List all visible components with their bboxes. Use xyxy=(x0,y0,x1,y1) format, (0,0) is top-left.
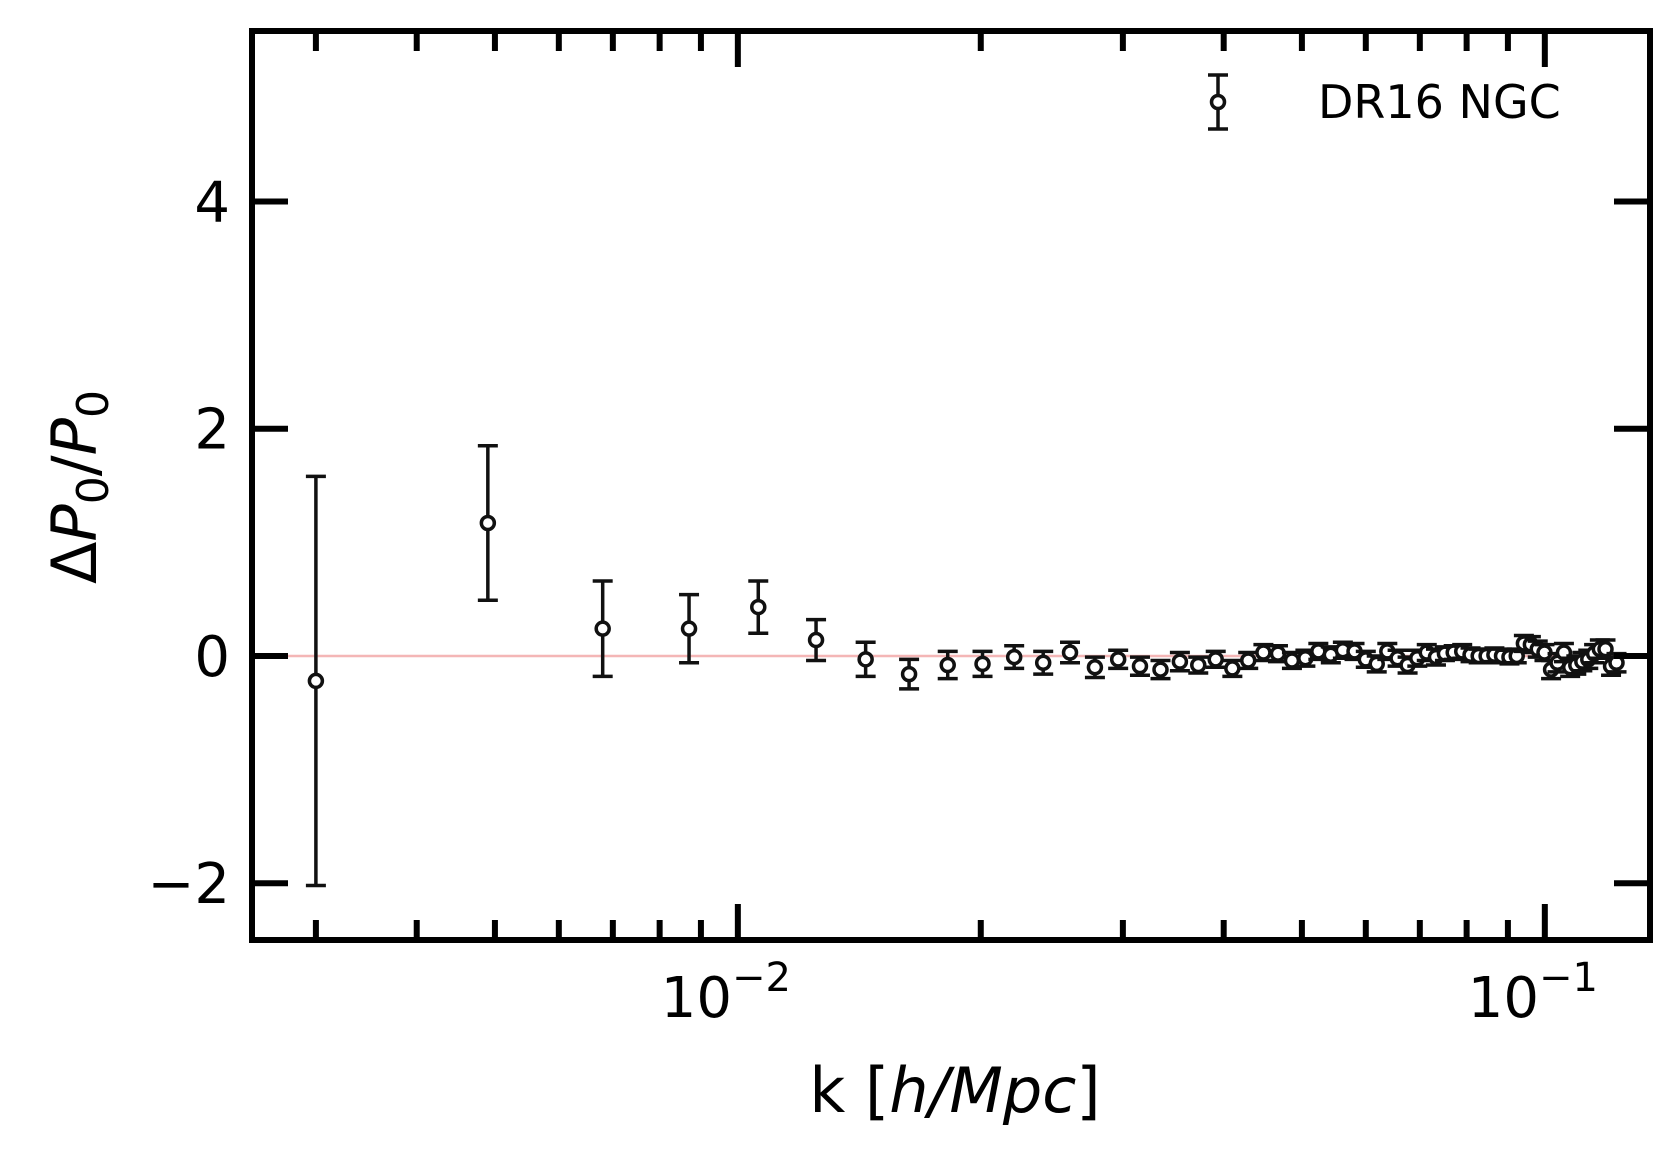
y-axis-label-p: P xyxy=(38,504,111,542)
data-point xyxy=(1129,655,1150,678)
x-tick-labels: 10−2 10−1 xyxy=(661,955,1598,1031)
point-marker xyxy=(1224,660,1241,677)
data-series-dr16-ngc xyxy=(305,443,1627,888)
point-marker xyxy=(1239,652,1257,669)
y-axis-label-delta: Δ xyxy=(38,542,111,584)
data-point xyxy=(1169,650,1190,673)
point-marker xyxy=(1255,644,1272,661)
x-tick-label: 10−2 xyxy=(661,955,791,1031)
legend-point-marker xyxy=(1209,93,1227,111)
point-marker xyxy=(1171,653,1189,670)
x-tick-label-base: 10 xyxy=(661,966,732,1031)
x-axis-label-units: h/Mpc xyxy=(889,1054,1076,1127)
data-point xyxy=(679,592,700,665)
data-point xyxy=(592,579,613,679)
y-axis-label-p2: P xyxy=(38,417,111,455)
point-marker xyxy=(1190,656,1207,674)
data-point xyxy=(1150,658,1171,681)
data-point xyxy=(899,657,920,691)
point-marker xyxy=(1005,648,1023,666)
data-point xyxy=(1060,640,1081,665)
data-point xyxy=(1188,655,1209,675)
point-marker xyxy=(900,665,918,683)
y-axis-label-sub2: 0 xyxy=(68,390,119,418)
axis-ticks xyxy=(252,31,1650,940)
point-marker xyxy=(1131,657,1149,675)
x-tick-label: 10−1 xyxy=(1468,955,1598,1031)
data-point xyxy=(305,474,326,888)
point-marker xyxy=(1086,659,1104,676)
data-point xyxy=(1004,643,1025,671)
y-tick-label: 2 xyxy=(194,398,230,463)
y-tick-labels: −2 0 2 4 xyxy=(147,170,230,917)
y-axis-label-slash: / xyxy=(38,455,111,476)
data-point xyxy=(1033,649,1054,676)
point-marker xyxy=(750,598,767,616)
y-tick-label: 0 xyxy=(194,625,230,690)
legend: DR16 NGC xyxy=(1208,73,1561,131)
x-axis-label-prefix: k [ xyxy=(809,1054,889,1127)
x-tick-label-exponent: −1 xyxy=(1539,955,1598,1001)
y-tick-label: −2 xyxy=(147,852,230,917)
point-marker xyxy=(680,620,698,637)
point-marker xyxy=(1109,651,1127,668)
x-tick-label-base: 10 xyxy=(1468,966,1539,1031)
point-marker xyxy=(857,651,874,668)
y-tick-label: 4 xyxy=(194,170,230,235)
data-point xyxy=(1108,648,1129,671)
data-point xyxy=(748,579,769,635)
x-axis-label: k [h/Mpc] xyxy=(809,1054,1100,1127)
point-marker xyxy=(974,655,991,673)
data-point xyxy=(1295,648,1316,668)
data-point xyxy=(477,443,498,603)
x-axis-label-suffix: ] xyxy=(1076,1054,1100,1127)
y-axis-label-sub: 0 xyxy=(68,476,119,504)
point-marker xyxy=(594,620,611,637)
point-marker xyxy=(1061,644,1079,661)
data-point xyxy=(1281,650,1302,671)
data-point xyxy=(1205,649,1226,670)
point-marker xyxy=(1152,661,1169,678)
data-point xyxy=(937,649,958,681)
point-marker xyxy=(939,656,956,674)
data-point xyxy=(855,640,876,679)
point-marker xyxy=(307,672,325,690)
plot-frame xyxy=(249,28,1653,943)
point-marker xyxy=(1034,654,1052,672)
legend-marker xyxy=(1208,73,1228,131)
y-axis-label: ΔP0/P0 xyxy=(38,390,119,584)
data-point xyxy=(1238,650,1259,671)
x-tick-label-exponent: −2 xyxy=(732,955,791,1001)
data-point xyxy=(972,649,993,679)
data-point xyxy=(806,617,827,663)
point-marker xyxy=(807,631,825,649)
point-marker xyxy=(1207,651,1224,668)
legend-label: DR16 NGC xyxy=(1318,75,1561,129)
data-point xyxy=(1084,655,1105,680)
point-marker xyxy=(479,514,497,532)
